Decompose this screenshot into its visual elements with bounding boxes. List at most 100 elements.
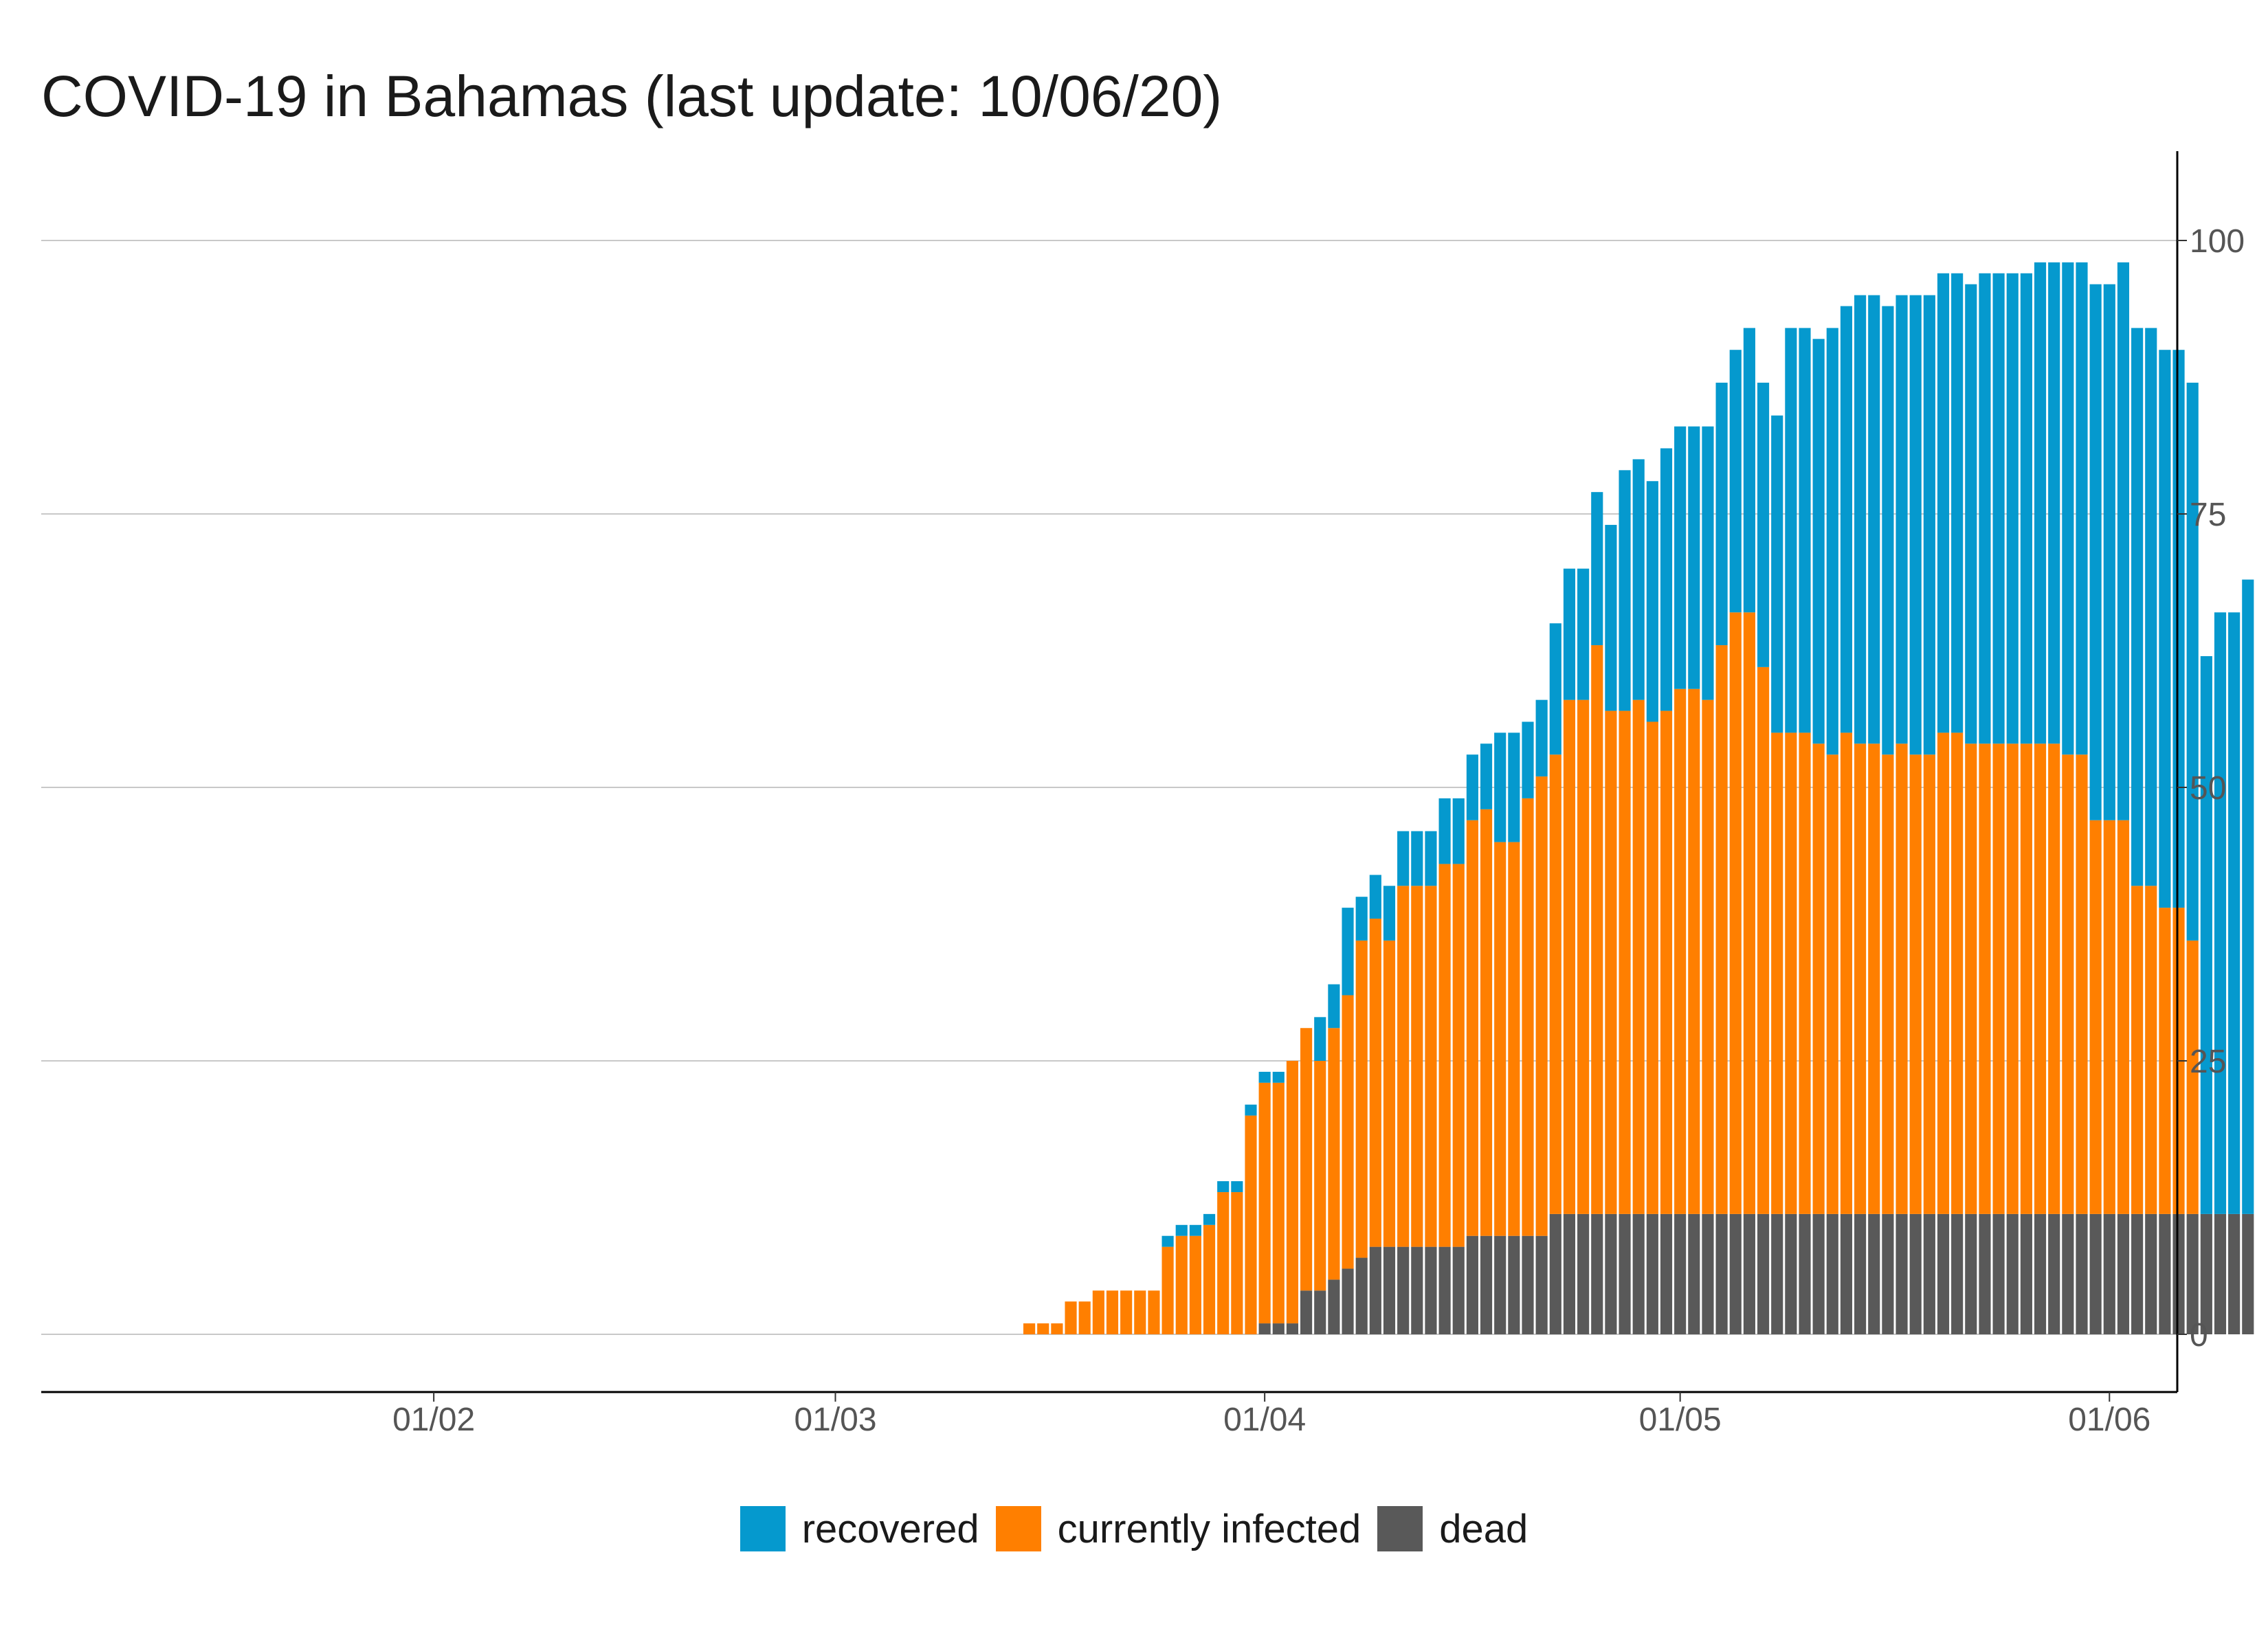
bar-recovered <box>1466 754 1478 820</box>
x-tick-label: 01/06 <box>2068 1402 2150 1438</box>
bar-recovered <box>2200 655 2212 1214</box>
bar-dead <box>1605 1213 1617 1334</box>
bar-dead <box>1300 1290 1313 1334</box>
bar-recovered <box>2172 350 2185 908</box>
bar-recovered <box>1757 382 1770 667</box>
bar-recovered <box>1397 831 1410 886</box>
bar-dead <box>2228 1213 2241 1334</box>
bar-dead <box>1577 1213 1590 1334</box>
bar-recovered <box>2214 612 2227 1214</box>
bar-currently-infected <box>1258 1082 1271 1324</box>
bar-currently-infected <box>1397 886 1410 1247</box>
bar-currently-infected <box>1563 699 1576 1214</box>
bar-recovered <box>1992 273 2005 744</box>
bar-dead <box>2034 1213 2047 1334</box>
bar-dead <box>1342 1268 1354 1334</box>
bar-currently-infected <box>2048 743 2060 1214</box>
bar-currently-infected <box>2131 886 2144 1214</box>
bar-recovered <box>1342 908 1354 996</box>
bar-dead <box>1840 1213 1853 1334</box>
y-tick-label: 25 <box>2190 1044 2226 1080</box>
bar-currently-infected <box>1120 1290 1133 1334</box>
bar-recovered <box>1161 1235 1174 1247</box>
x-tick-label: 01/05 <box>1639 1402 1722 1438</box>
bars <box>1023 262 2254 1334</box>
bar-recovered <box>1771 415 1783 733</box>
bar-dead <box>2062 1213 2074 1334</box>
bar-dead <box>2131 1213 2144 1334</box>
bar-dead <box>1549 1213 1561 1334</box>
bar-currently-infected <box>1577 699 1590 1214</box>
bar-recovered <box>1231 1181 1243 1193</box>
bar-dead <box>1715 1213 1728 1334</box>
bar-currently-infected <box>1895 743 1908 1214</box>
legend-item-dead: dead <box>1377 1506 1528 1552</box>
bar-dead <box>1591 1213 1603 1334</box>
bar-recovered <box>1175 1224 1188 1236</box>
bar-dead <box>1646 1213 1658 1334</box>
bar-dead <box>1619 1213 1631 1334</box>
bar-recovered <box>1245 1104 1257 1116</box>
bar-currently-infected <box>2117 820 2130 1214</box>
bar-currently-infected <box>1328 1028 1340 1280</box>
bar-dead <box>1937 1213 1950 1334</box>
bar-dead <box>1632 1213 1645 1334</box>
bar-recovered <box>1868 295 1880 744</box>
bar-currently-infected <box>1854 743 1867 1214</box>
bar-dead <box>2145 1213 2157 1334</box>
bar-recovered <box>1660 448 1673 711</box>
bar-currently-infected <box>1342 995 1354 1269</box>
bar-currently-infected <box>2034 743 2047 1214</box>
bar-dead <box>1965 1213 1977 1334</box>
bar-currently-infected <box>1757 666 1770 1214</box>
bar-recovered <box>1258 1071 1271 1083</box>
bar-currently-infected <box>1272 1082 1285 1324</box>
bar-recovered <box>2145 328 2157 886</box>
legend-item-recovered: recovered <box>740 1506 979 1552</box>
bar-recovered <box>1840 306 1853 733</box>
legend-swatch-currently-infected <box>995 1506 1041 1551</box>
bar-recovered <box>1895 295 1908 744</box>
bar-recovered <box>1535 699 1548 777</box>
bar-recovered <box>2076 262 2088 755</box>
bar-dead <box>1812 1213 1825 1334</box>
chart-title: COVID-19 in Bahamas (last update: 10/06/… <box>41 64 1223 128</box>
bar-currently-infected <box>1286 1061 1299 1324</box>
bar-recovered <box>2006 273 2019 744</box>
bar-dead <box>1452 1246 1465 1334</box>
bar-currently-infected <box>1092 1290 1104 1334</box>
y-tick-label: 100 <box>2190 223 2245 260</box>
bar-recovered <box>1854 295 1867 744</box>
bar-dead <box>1743 1213 1755 1334</box>
bar-currently-infected <box>1951 732 1964 1214</box>
bar-dead <box>2089 1213 2102 1334</box>
axes <box>41 151 2179 1393</box>
bar-dead <box>1882 1213 1894 1334</box>
bar-dead <box>2172 1213 2185 1334</box>
bar-dead <box>1854 1213 1867 1334</box>
bar-recovered <box>1369 875 1381 919</box>
bar-currently-infected <box>1522 798 1534 1236</box>
bar-currently-infected <box>1965 743 1977 1214</box>
bar-currently-infected <box>1203 1224 1216 1334</box>
bar-currently-infected <box>1411 886 1423 1247</box>
bar-currently-infected <box>1632 699 1645 1214</box>
bar-recovered <box>1425 831 1437 886</box>
bar-currently-infected <box>1937 732 1950 1214</box>
bar-recovered <box>1522 721 1534 798</box>
bar-dead <box>1258 1323 1271 1334</box>
bar-recovered <box>1715 382 1728 646</box>
bar-dead <box>1466 1235 1478 1334</box>
bar-dead <box>2186 1213 2199 1334</box>
y-tick-label: 0 <box>2190 1317 2208 1354</box>
bar-dead <box>1799 1213 1811 1334</box>
bar-dead <box>1868 1213 1880 1334</box>
bar-currently-infected <box>1992 743 2005 1214</box>
bar-dead <box>1314 1290 1326 1334</box>
bar-recovered <box>2117 262 2130 820</box>
bar-dead <box>1383 1246 1396 1334</box>
bar-currently-infected <box>1549 754 1561 1214</box>
bar-currently-infected <box>1702 699 1714 1214</box>
bar-dead <box>1425 1246 1437 1334</box>
bar-currently-infected <box>1674 688 1687 1214</box>
